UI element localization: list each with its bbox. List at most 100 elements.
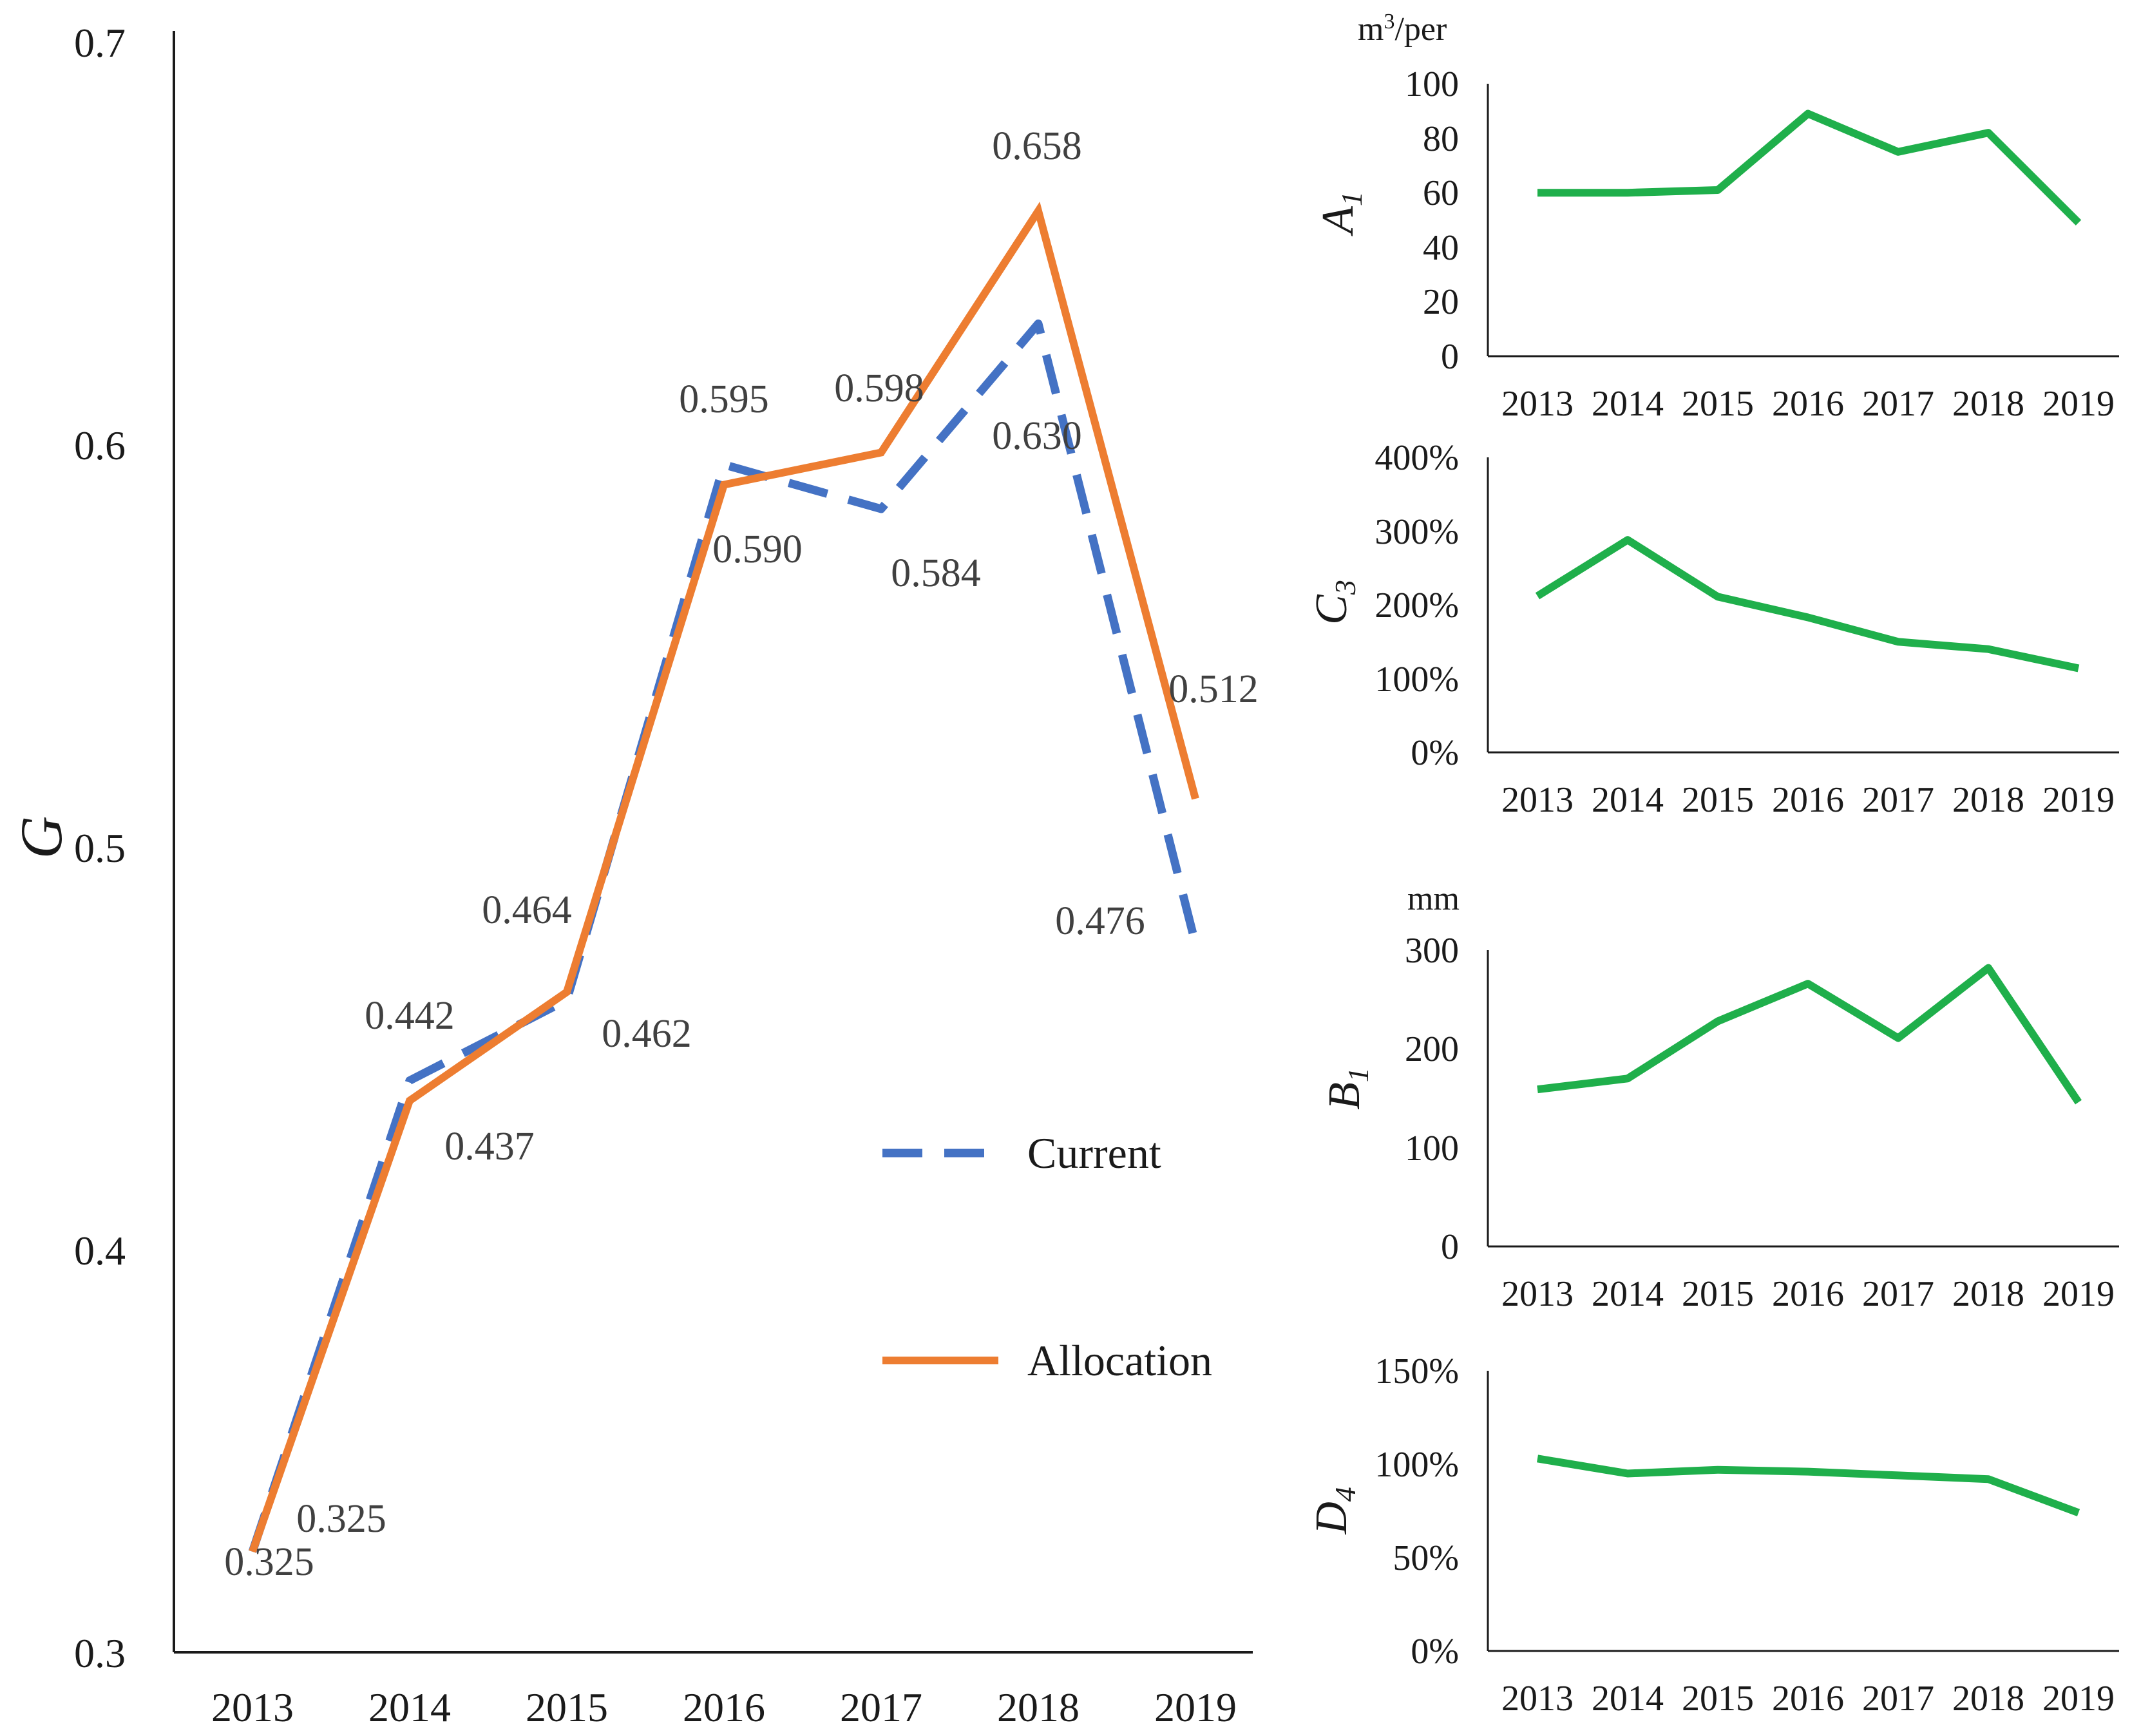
legend: Current Allocation [882,1129,1212,1385]
b1-y-label-main: B [1320,1082,1369,1110]
allocation-data-label: 0.464 [482,888,572,932]
main-x-ticks: 2013 2014 2015 2016 2017 2018 2019 [211,1684,1237,1730]
c3-series-line [1535,536,2080,672]
a1-y-label-main: A [1313,206,1363,236]
a1-y-tick: 0 [1441,337,1459,377]
a1-y-tick: 100 [1405,64,1459,104]
d4-y-label-sub: 4 [1329,1487,1362,1502]
c3-x-tick: 2015 [1682,780,1754,820]
main-x-tick: 2013 [211,1684,294,1730]
a1-x-ticks: 2013 2014 2015 2016 2017 2018 2019 [1501,384,2115,424]
c3-x-tick: 2019 [2042,780,2115,820]
d4-x-tick: 2017 [1862,1679,1934,1719]
main-y-axis-label: G [8,816,74,859]
allocation-series-line [249,201,1199,1553]
b1-x-tick: 2015 [1682,1274,1754,1314]
main-x-tick: 2016 [683,1684,765,1730]
d4-x-tick: 2015 [1682,1679,1754,1719]
c3-x-tick: 2013 [1501,780,1574,820]
legend-allocation-label: Allocation [1027,1336,1212,1385]
a1-x-tick: 2016 [1772,384,1844,424]
b1-y-tick: 0 [1441,1227,1459,1267]
a1-x-tick: 2017 [1862,384,1934,424]
panel-a1: 0 20 40 60 80 100 2013 2014 2015 2016 20… [1313,10,2119,424]
b1-x-tick: 2013 [1501,1274,1574,1314]
a1-y-tick: 40 [1423,228,1459,268]
d4-x-tick: 2018 [1952,1679,2024,1719]
allocation-data-labels: 0.325 0.437 0.464 0.590 0.598 0.658 0.51… [296,124,1259,1541]
d4-y-label-main: D [1307,1502,1356,1535]
d4-y-tick: 100% [1375,1445,1459,1485]
main-y-tick: 0.4 [74,1228,126,1273]
d4-x-tick: 2019 [2042,1679,2115,1719]
a1-unit-sup: 3 [1384,10,1394,33]
legend-current-label: Current [1027,1129,1161,1178]
allocation-data-label: 0.590 [712,528,803,571]
a1-x-tick: 2019 [2042,384,2115,424]
main-y-tick: 0.6 [74,423,126,468]
a1-unit-label: m3/per [1358,10,1447,48]
allocation-data-label: 0.512 [1168,667,1259,711]
allocation-data-label: 0.658 [992,124,1082,168]
c3-x-tick: 2016 [1772,780,1844,820]
current-data-label: 0.462 [602,1012,692,1056]
main-y-ticks: 0.3 0.4 0.5 0.6 0.7 [74,20,126,1676]
c3-x-tick: 2014 [1592,780,1664,820]
d4-x-tick: 2013 [1501,1679,1574,1719]
b1-series-line [1537,964,2082,1105]
a1-series-line [1537,110,2082,225]
main-x-tick: 2014 [368,1684,451,1730]
b1-x-tick: 2018 [1952,1274,2024,1314]
a1-x-tick: 2014 [1592,384,1664,424]
b1-y-tick: 300 [1405,931,1459,971]
c3-y-tick: 200% [1375,586,1459,625]
current-series-line [248,320,1200,1553]
d4-x-ticks: 2013 2014 2015 2016 2017 2018 2019 [1501,1679,2115,1719]
a1-unit-prefix: m [1358,11,1384,48]
main-x-tick: 2015 [526,1684,608,1730]
c3-y-label-sub: 3 [1329,580,1362,595]
d4-y-axis-label: D4 [1307,1487,1362,1535]
a1-y-axis-label: A1 [1313,191,1368,236]
a1-x-tick: 2015 [1682,384,1754,424]
current-data-label: 0.476 [1055,899,1145,943]
allocation-data-label: 0.437 [444,1125,535,1168]
d4-y-tick: 50% [1393,1538,1459,1578]
a1-unit-suffix: /per [1394,11,1447,48]
c3-x-ticks: 2013 2014 2015 2016 2017 2018 2019 [1501,780,2115,820]
d4-series-line [1537,1455,2080,1517]
d4-y-tick: 150% [1375,1351,1459,1391]
a1-y-tick: 20 [1423,282,1459,322]
b1-x-ticks: 2013 2014 2015 2016 2017 2018 2019 [1501,1274,2115,1314]
current-data-label: 0.595 [679,377,769,421]
current-data-label: 0.584 [891,551,981,595]
current-data-label: 0.630 [992,414,1082,458]
c3-y-tick: 0% [1411,733,1459,773]
c3-y-axis-label: C3 [1307,580,1362,625]
current-data-label: 0.442 [365,994,455,1038]
b1-x-tick: 2014 [1592,1274,1664,1314]
current-data-label: 0.325 [224,1540,314,1584]
allocation-data-label: 0.325 [296,1497,386,1541]
a1-x-tick: 2013 [1501,384,1574,424]
panel-c3: 0% 100% 200% 300% 400% 2013 2014 2015 20… [1307,438,2119,820]
b1-y-axis-label: B1 [1320,1067,1375,1110]
c3-x-tick: 2018 [1952,780,2024,820]
main-x-tick: 2017 [840,1684,922,1730]
c3-y-tick: 100% [1375,660,1459,700]
main-y-tick: 0.5 [74,825,126,871]
b1-y-label-sub: 1 [1342,1067,1375,1082]
a1-y-tick: 80 [1423,119,1459,159]
d4-x-tick: 2014 [1592,1679,1664,1719]
allocation-data-label: 0.598 [834,367,924,410]
b1-unit-label: mm [1407,881,1460,917]
main-x-tick: 2018 [997,1684,1080,1730]
main-x-tick: 2019 [1154,1684,1237,1730]
c3-y-tick: 400% [1375,438,1459,478]
panel-d4: 0% 50% 100% 150% 2013 2014 2015 2016 201… [1307,1351,2119,1719]
b1-y-tick: 200 [1405,1029,1459,1069]
panel-b1: 0 100 200 300 2013 2014 2015 2016 2017 2… [1320,881,2119,1314]
b1-x-tick: 2016 [1772,1274,1844,1314]
a1-x-tick: 2018 [1952,384,2024,424]
